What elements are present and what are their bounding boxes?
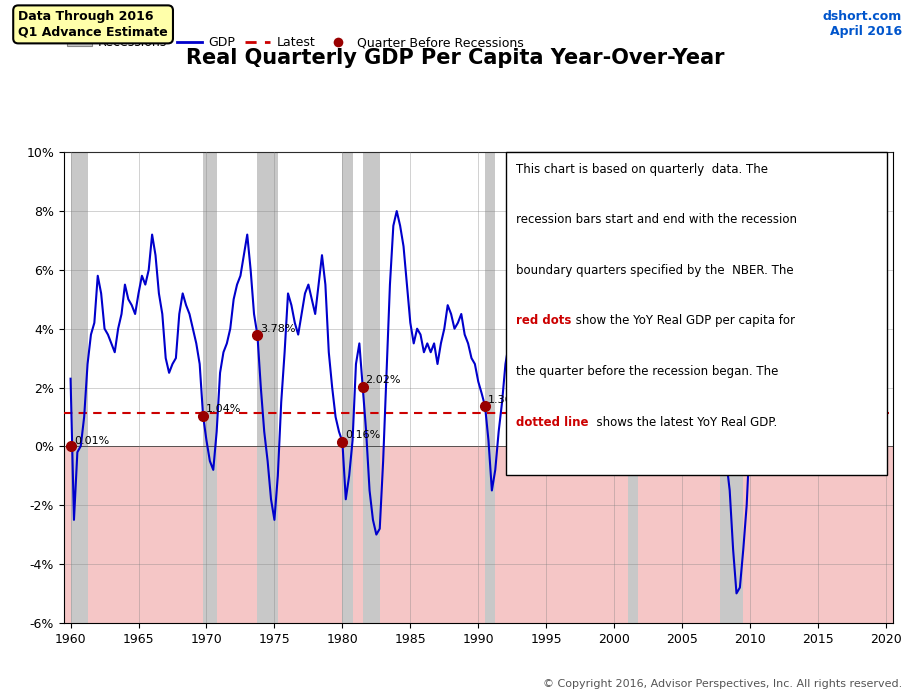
Text: 0.01%: 0.01% [74, 436, 109, 446]
Bar [70, 152, 87, 623]
Text: 2.02%: 2.02% [365, 375, 401, 385]
Text: 1.36%: 1.36% [487, 395, 523, 405]
Bar [720, 152, 743, 623]
FancyBboxPatch shape [507, 152, 887, 475]
Text: shows the latest YoY Real GDP.: shows the latest YoY Real GDP. [589, 415, 777, 428]
Text: 0.90%: 0.90% [722, 408, 758, 419]
Bar [363, 152, 380, 623]
Bar [203, 152, 217, 623]
Text: dshort.com
April 2016: dshort.com April 2016 [823, 10, 902, 38]
Text: dotted line: dotted line [517, 415, 589, 428]
Text: 1.27%: 1.27% [630, 397, 666, 408]
Bar [343, 152, 353, 623]
Text: © Copyright 2016, Advisor Perspectives, Inc. All rights reserved.: © Copyright 2016, Advisor Perspectives, … [543, 679, 902, 689]
Text: This chart is based on quarterly  data. The: This chart is based on quarterly data. T… [517, 163, 768, 176]
Text: 0.16%: 0.16% [345, 430, 380, 440]
Text: show the YoY Real GDP per capita for: show the YoY Real GDP per capita for [572, 314, 794, 327]
Text: red dots: red dots [517, 314, 572, 327]
Text: 1.13%: 1.13% [834, 401, 869, 412]
Bar [64, 446, 893, 623]
Text: Real Quarterly GDP Per Capita Year-Over-Year: Real Quarterly GDP Per Capita Year-Over-… [186, 48, 725, 69]
Text: the quarter before the recession began. The: the quarter before the recession began. … [517, 365, 779, 378]
Bar [628, 152, 638, 623]
Text: recession bars start and end with the recession: recession bars start and end with the re… [517, 213, 797, 226]
Text: boundary quarters specified by the  NBER. The: boundary quarters specified by the NBER.… [517, 264, 794, 277]
Bar [258, 152, 278, 623]
Text: 3.78%: 3.78% [261, 324, 296, 334]
Text: Data Through 2016
Q1 Advance Estimate: Data Through 2016 Q1 Advance Estimate [18, 10, 168, 38]
Text: 1.04%: 1.04% [206, 404, 241, 415]
Legend: Recessions, GDP, Latest, Quarter Before Recessions: Recessions, GDP, Latest, Quarter Before … [62, 31, 528, 55]
Bar [485, 152, 496, 623]
